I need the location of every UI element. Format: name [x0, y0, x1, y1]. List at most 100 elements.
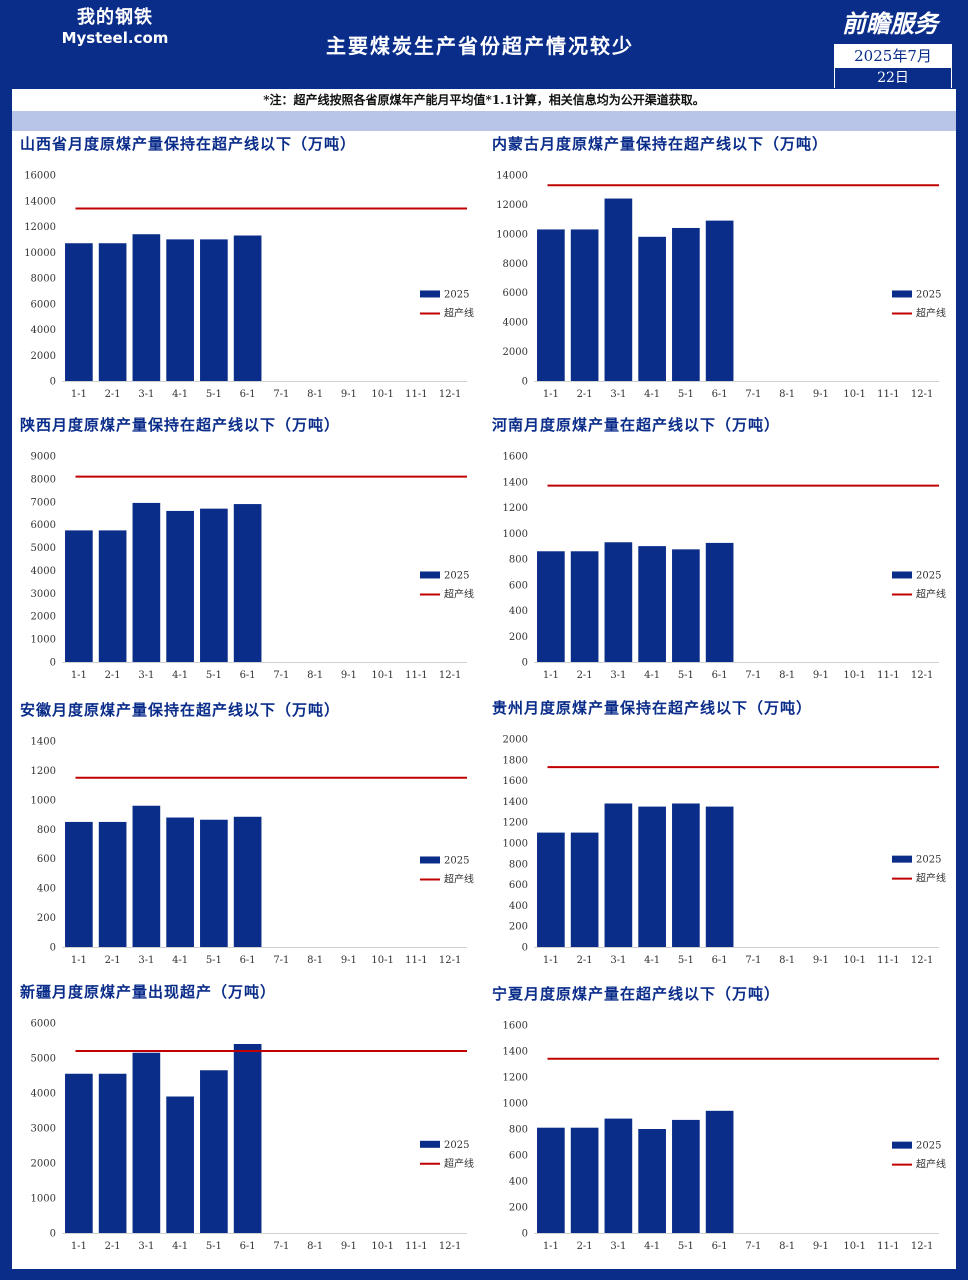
bar-4-1: [166, 1096, 194, 1233]
legend-label-2025: 2025: [916, 289, 941, 300]
y-tick-label: 1000: [503, 1099, 528, 1110]
x-tick-label: 4-1: [172, 1241, 188, 1252]
y-tick-label: 1600: [503, 452, 528, 463]
x-tick-label: 5-1: [206, 1241, 222, 1252]
y-tick-label: 400: [37, 884, 56, 895]
chart-panel-xinjiang: 新疆月度原煤产量出现超产（万吨） 0 1000 2000 3000 4000 5000 60…: [12, 981, 482, 1263]
y-tick-label: 0: [50, 943, 56, 954]
bar-1-1: [65, 821, 93, 947]
x-tick-label: 8-1: [307, 389, 323, 400]
x-tick-label: 5-1: [206, 389, 222, 400]
y-tick-label: 1600: [503, 776, 528, 787]
divider-band: [12, 111, 956, 131]
page-title: 主要煤炭生产省份超产情况较少: [326, 34, 634, 58]
chart-title: 山西省月度原煤产量保持在超产线以下（万吨）: [20, 135, 357, 153]
legend-label-threshold: 超产线: [444, 306, 474, 319]
x-tick-label: 11-1: [405, 670, 427, 681]
footnote: *注：超产线按照各省原煤年产能月平均值*1.1计算，相关信息均为公开渠道获取。: [263, 93, 705, 107]
bar-6-1: [705, 542, 734, 662]
logo-en-text: Mysteel.com: [61, 29, 169, 47]
x-tick-label: 10-1: [843, 955, 865, 966]
bar-chart: 0 1000 2000 3000 4000 5000 6000 7000 8000 9000 1-1…: [31, 452, 474, 682]
bar-2-1: [570, 1127, 599, 1233]
x-tick-label: 12-1: [911, 955, 933, 966]
x-tick-label: 1-1: [71, 670, 87, 681]
x-tick-label: 9-1: [341, 670, 357, 681]
bar-chart: 0 200 400 600 800 1000 1200 1400 1-1 2-1 3-1 4-1 5-1…: [31, 737, 474, 967]
y-tick-label: 400: [509, 606, 528, 617]
legend-label-threshold: 超产线: [444, 1157, 474, 1170]
y-tick-label: 400: [509, 901, 528, 912]
x-tick-label: 6-1: [712, 670, 728, 681]
chart-title: 陕西月度原煤产量保持在超产线以下（万吨）: [20, 416, 341, 434]
y-tick-label: 600: [37, 854, 56, 865]
x-tick-label: 6-1: [712, 389, 728, 400]
bar-2-1: [98, 243, 127, 381]
x-tick-label: 11-1: [405, 1241, 427, 1252]
x-tick-label: 1-1: [543, 389, 559, 400]
x-tick-label: 1-1: [543, 670, 559, 681]
bar-6-1: [233, 235, 262, 381]
legend-label-threshold: 超产线: [916, 1158, 946, 1171]
x-tick-label: 10-1: [843, 670, 865, 681]
y-tick-label: 1400: [503, 1047, 528, 1058]
bar-6-1: [233, 504, 262, 662]
x-tick-label: 9-1: [813, 670, 829, 681]
bar-chart: 0 200 400 600 800 1000 1200 1400 1600 1800 2000 1-1…: [503, 735, 946, 967]
y-tick-label: 7000: [31, 497, 56, 508]
y-tick-label: 200: [509, 632, 528, 643]
bar-4-1: [166, 817, 194, 947]
bar-3-1: [604, 542, 633, 662]
bar-6-1: [233, 1044, 262, 1233]
chart-panel-henan: 河南月度原煤产量在超产线以下（万吨） 0 200 400 600 800 1000 1200…: [484, 414, 954, 692]
bar-4-1: [166, 510, 194, 662]
y-tick-label: 14000: [24, 196, 56, 207]
date-month: 2025年7月: [834, 44, 952, 68]
bar-1-1: [537, 551, 565, 662]
legend-label-2025: 2025: [444, 570, 469, 581]
x-tick-label: 7-1: [273, 670, 289, 681]
y-tick-label: 2000: [31, 351, 56, 362]
x-tick-label: 8-1: [779, 670, 795, 681]
x-tick-label: 4-1: [644, 1241, 660, 1252]
legend-label-threshold: 超产线: [916, 306, 946, 319]
bar-5-1: [200, 1070, 228, 1233]
x-tick-label: 10-1: [843, 389, 865, 400]
bar-chart: 0 1000 2000 3000 4000 5000 6000 1-1 2-1 3-1 4-1 5-1…: [31, 1019, 474, 1253]
y-tick-label: 12000: [24, 222, 56, 233]
bar-chart: 0 200 400 600 800 1000 1200 1400 1600 1-1 2-1 3-1 4-…: [503, 452, 946, 682]
x-tick-label: 9-1: [813, 1241, 829, 1252]
bar-1-1: [537, 1127, 565, 1233]
bar-1-1: [65, 243, 93, 381]
y-tick-label: 1400: [31, 737, 56, 748]
y-tick-label: 800: [509, 555, 528, 566]
legend-swatch-2025: [892, 855, 912, 863]
legend-swatch-2025: [420, 856, 440, 864]
legend-label-2025: 2025: [916, 1141, 941, 1152]
bar-6-1: [705, 220, 734, 381]
bar-4-1: [638, 236, 666, 381]
x-tick-label: 8-1: [779, 955, 795, 966]
bar-3-1: [132, 234, 161, 381]
x-tick-label: 4-1: [172, 389, 188, 400]
x-tick-label: 11-1: [877, 389, 899, 400]
x-tick-label: 3-1: [610, 1241, 626, 1252]
bar-1-1: [537, 832, 565, 947]
x-tick-label: 11-1: [877, 955, 899, 966]
x-tick-label: 9-1: [341, 389, 357, 400]
bar-1-1: [537, 229, 565, 381]
bar-3-1: [604, 803, 633, 947]
x-tick-label: 2-1: [105, 670, 121, 681]
x-tick-label: 2-1: [105, 389, 121, 400]
x-tick-label: 12-1: [439, 955, 461, 966]
bar-6-1: [705, 1110, 734, 1233]
y-tick-label: 200: [509, 1203, 528, 1214]
legend-label-threshold: 超产线: [444, 587, 474, 600]
y-tick-label: 0: [522, 377, 528, 388]
y-tick-label: 2000: [31, 1159, 56, 1170]
bar-3-1: [132, 1052, 161, 1233]
x-tick-label: 10-1: [843, 1241, 865, 1252]
legend-label-2025: 2025: [444, 855, 469, 866]
y-tick-label: 1200: [503, 503, 528, 514]
x-tick-label: 8-1: [779, 389, 795, 400]
